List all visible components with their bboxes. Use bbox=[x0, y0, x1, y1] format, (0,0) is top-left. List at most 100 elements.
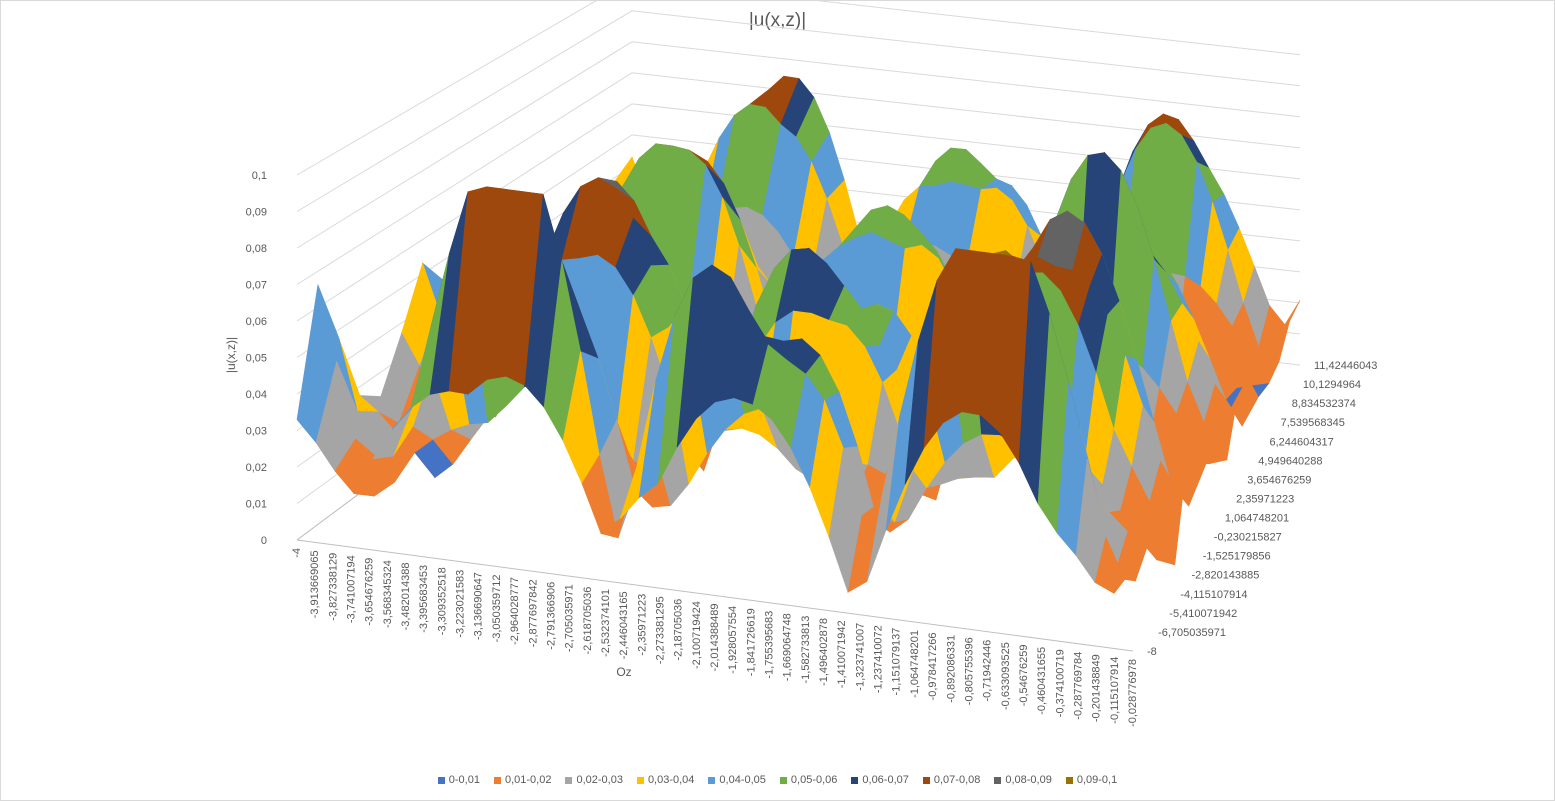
y-axis-ticks: -8-6,705035971 -5,410071942 -4,115107914 -2… bbox=[1147, 360, 1377, 658]
x-tick-label: -2,791366906 bbox=[545, 582, 557, 650]
x-tick-label: -2,532374101 bbox=[600, 589, 612, 657]
x-tick-label: -3,741007194 bbox=[346, 555, 358, 623]
y-tick-label: -4,115107914 bbox=[1180, 589, 1247, 601]
legend-swatch bbox=[708, 776, 716, 784]
y-tick-label: 2,35971223 bbox=[1236, 494, 1294, 506]
y-tick-label: -2,820143885 bbox=[1192, 570, 1260, 582]
z-tick-label: 0,07 bbox=[246, 280, 267, 292]
legend-item: 0,04-0,05 bbox=[708, 774, 766, 786]
x-tick-label: -0,028776978 bbox=[1127, 659, 1139, 727]
x-tick-label: -2,35971223 bbox=[636, 594, 648, 656]
x-tick-label: -0,892086331 bbox=[945, 635, 957, 703]
y-tick-label: 10,1294964 bbox=[1303, 379, 1361, 391]
x-tick-label: -2,877697842 bbox=[527, 579, 539, 647]
legend-label: 0-0,01 bbox=[448, 774, 480, 786]
y-tick-label: -1,525179856 bbox=[1203, 551, 1271, 563]
x-tick-label: -3,827338129 bbox=[327, 553, 339, 621]
y-tick-label: -8 bbox=[1147, 646, 1157, 658]
x-tick-label: -3,050359712 bbox=[491, 575, 503, 643]
y-tick-label: 6,244604317 bbox=[1270, 436, 1334, 448]
y-tick-label: -0,230215827 bbox=[1214, 532, 1282, 544]
gridline bbox=[296, 41, 1301, 249]
legend-swatch bbox=[493, 776, 501, 784]
z-tick-label: 0,1 bbox=[252, 170, 267, 182]
x-tick-label: -1,064748201 bbox=[909, 630, 921, 698]
legend-swatch bbox=[565, 776, 573, 784]
x-tick-label: -2,100719424 bbox=[691, 601, 703, 669]
legend-item: 0,01-0,02 bbox=[493, 774, 552, 786]
x-tick-label: -2,618705036 bbox=[582, 587, 594, 655]
x-tick-label: -2,964028777 bbox=[509, 577, 521, 645]
z-tick-label: 0,08 bbox=[246, 243, 267, 255]
legend-label: 0,01-0,02 bbox=[504, 774, 552, 786]
y-tick-label: 1,064748201 bbox=[1225, 513, 1289, 525]
x-tick-label: -1,323741007 bbox=[854, 623, 866, 691]
x-tick-label: -3,568345324 bbox=[382, 560, 394, 628]
z-tick-label: 0,05 bbox=[246, 353, 267, 365]
x-tick-label: -1,410071942 bbox=[836, 620, 848, 688]
y-tick-label: -5,410071942 bbox=[1169, 608, 1237, 620]
y-tick-label: 4,949640288 bbox=[1258, 455, 1322, 467]
legend-swatch bbox=[922, 776, 930, 784]
x-tick-label: -1,669064748 bbox=[782, 613, 794, 681]
x-tick-label: -2,446043165 bbox=[618, 591, 630, 659]
legend-label: 0,09-0,1 bbox=[1076, 774, 1118, 786]
z-axis-title: |u(x,z)| bbox=[224, 337, 238, 373]
legend-label: 0,03-0,04 bbox=[647, 774, 695, 786]
x-tick-label: -1,237410072 bbox=[873, 625, 885, 693]
legend-item: 0,07-0,08 bbox=[922, 774, 980, 786]
x-tick-label: -1,582733813 bbox=[800, 616, 812, 684]
legend-item: 0,03-0,04 bbox=[636, 774, 695, 786]
x-tick-label: -1,755395683 bbox=[764, 611, 776, 679]
legend-item: 0,06-0,07 bbox=[851, 774, 909, 786]
z-tick-label: 0,01 bbox=[246, 499, 267, 511]
x-tick-label: -0,201438849 bbox=[1091, 654, 1103, 722]
x-tick-label: -1,151079137 bbox=[891, 628, 903, 696]
legend-label: 0,02-0,03 bbox=[576, 774, 623, 786]
x-tick-label: -0,460431655 bbox=[1036, 647, 1048, 715]
gridline bbox=[296, 10, 1301, 212]
legend-swatch bbox=[779, 776, 787, 784]
x-tick-label: -3,654676259 bbox=[364, 558, 376, 626]
y-tick-label: 8,834532374 bbox=[1292, 398, 1356, 410]
z-tick-label: 0 bbox=[261, 535, 267, 547]
x-axis-ticks: -4 -3,913669065 -3,827338129 -3,741007194 -3… bbox=[291, 548, 1139, 727]
surface-patch bbox=[1113, 544, 1144, 594]
legend-item: 0-0,01 bbox=[437, 774, 480, 786]
gridline bbox=[296, 72, 1301, 285]
x-tick-label: -3,223021583 bbox=[455, 570, 467, 638]
floor-edge bbox=[296, 539, 1134, 652]
legend-swatch bbox=[994, 776, 1002, 784]
y-tick-label: 11,42446043 bbox=[1314, 360, 1377, 372]
x-tick-label: -0,71942446 bbox=[982, 640, 994, 702]
legend-swatch bbox=[636, 776, 644, 784]
y-tick-label: -6,705035971 bbox=[1158, 627, 1226, 639]
z-tick-label: 0,09 bbox=[246, 207, 267, 219]
legend-swatch bbox=[851, 776, 859, 784]
y-tick-label: 3,654676259 bbox=[1247, 474, 1311, 486]
legend-label: 0,04-0,05 bbox=[719, 774, 766, 786]
legend: 0-0,01 0,01-0,02 0,02-0,03 0,03-0,04 0,04-0,… bbox=[0, 774, 1555, 786]
x-tick-label: -1,841726619 bbox=[745, 608, 757, 676]
x-tick-label: -0,54676259 bbox=[1018, 645, 1030, 707]
z-tick-label: 0,04 bbox=[246, 389, 267, 401]
x-axis-title: Oz bbox=[616, 665, 631, 679]
legend-swatch bbox=[437, 776, 445, 784]
gridline bbox=[296, 0, 1301, 176]
legend-item: 0,09-0,1 bbox=[1065, 774, 1118, 786]
legend-item: 0,08-0,09 bbox=[994, 774, 1052, 786]
x-tick-label: -0,287769784 bbox=[1073, 652, 1085, 720]
x-tick-label: -2,273381295 bbox=[655, 596, 667, 664]
surface-mesh bbox=[296, 75, 1301, 594]
x-tick-label: -3,482014388 bbox=[400, 563, 412, 631]
x-tick-label: -0,374100719 bbox=[1054, 649, 1066, 717]
legend-label: 0,05-0,06 bbox=[790, 774, 838, 786]
x-tick-label: -0,115107914 bbox=[1109, 657, 1121, 724]
legend-label: 0,08-0,09 bbox=[1005, 774, 1052, 786]
x-tick-label: -3,309352518 bbox=[436, 567, 448, 635]
x-tick-label: -2,014388489 bbox=[709, 604, 721, 672]
legend-label: 0,06-0,07 bbox=[862, 774, 909, 786]
y-tick-label: 7,539568345 bbox=[1281, 417, 1345, 429]
gridline bbox=[296, 103, 1301, 322]
